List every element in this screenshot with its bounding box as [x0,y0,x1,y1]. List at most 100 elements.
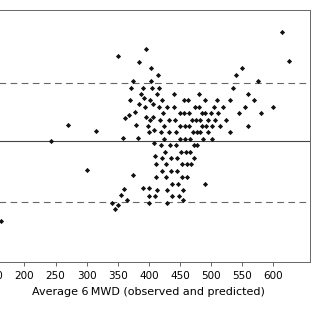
Point [49,138,54,143]
Point [188,162,194,167]
Point [149,85,155,90]
X-axis label: Average 6 MWD (observed and predicted): Average 6 MWD (observed and predicted) [32,287,265,297]
Point [195,143,200,148]
Point [165,104,170,109]
Point [209,124,214,129]
Point [152,140,157,145]
Point [165,200,170,205]
Point [246,124,251,129]
Point [156,85,161,90]
Point [109,200,114,205]
Point [172,117,178,122]
Point [200,124,205,129]
Point [280,29,285,35]
Point [172,104,177,109]
Point [184,149,189,154]
Point [153,162,158,167]
Point [180,198,186,203]
Point [175,181,180,186]
Point [198,130,203,135]
Point [218,124,223,129]
Point [171,92,176,97]
Point [227,98,232,103]
Point [179,162,184,167]
Point [157,117,163,122]
Point [160,168,165,173]
Point [215,98,220,103]
Point [143,47,148,52]
Point [221,104,226,109]
Point [146,130,151,135]
Point [187,136,192,141]
Point [161,124,166,129]
Point [187,124,192,129]
Point [148,79,153,84]
Point [138,92,143,97]
Point [124,198,130,203]
Point [176,194,181,199]
Point [185,175,190,180]
Point [286,58,291,63]
Point [208,111,213,116]
Point [186,111,191,116]
Point [210,136,215,141]
Point [227,130,232,135]
Point [183,136,188,141]
Point [151,115,156,120]
Point [141,95,146,100]
Point [154,175,159,180]
Point [144,115,149,120]
Point [206,130,211,135]
Point [170,194,175,199]
Point [173,130,178,135]
Point [134,122,139,127]
Point [199,111,204,116]
Point [177,111,182,116]
Point [202,98,207,103]
Point [258,111,263,116]
Point [196,104,202,109]
Point [129,85,134,90]
Point [204,124,209,129]
Point [154,188,159,193]
Point [152,153,157,158]
Point [270,104,276,109]
Point [115,53,120,58]
Point [146,200,151,205]
Point [192,156,197,161]
Point [149,66,154,71]
Point [191,143,196,148]
Point [140,185,145,190]
Point [157,104,162,109]
Point [121,186,126,191]
Point [123,116,128,121]
Point [169,181,174,186]
Point [205,117,211,122]
Point [252,98,257,103]
Point [151,127,156,132]
Point [182,111,187,116]
Point [177,124,182,129]
Point [66,122,71,127]
Point [178,136,183,141]
Point [164,175,169,180]
Point [120,135,125,140]
Point [174,156,179,161]
Point [137,102,142,107]
Point [190,117,195,122]
Point [194,130,199,135]
Point [215,111,220,116]
Point [181,98,186,103]
Point [197,117,202,122]
Point [126,113,132,118]
Point [158,130,163,135]
Point [154,92,159,97]
Point [169,168,174,173]
Point [246,92,251,97]
Point [146,194,151,199]
Point [156,72,161,77]
Point [142,104,148,109]
Point [180,175,185,180]
Point [175,168,180,173]
Point [159,156,164,161]
